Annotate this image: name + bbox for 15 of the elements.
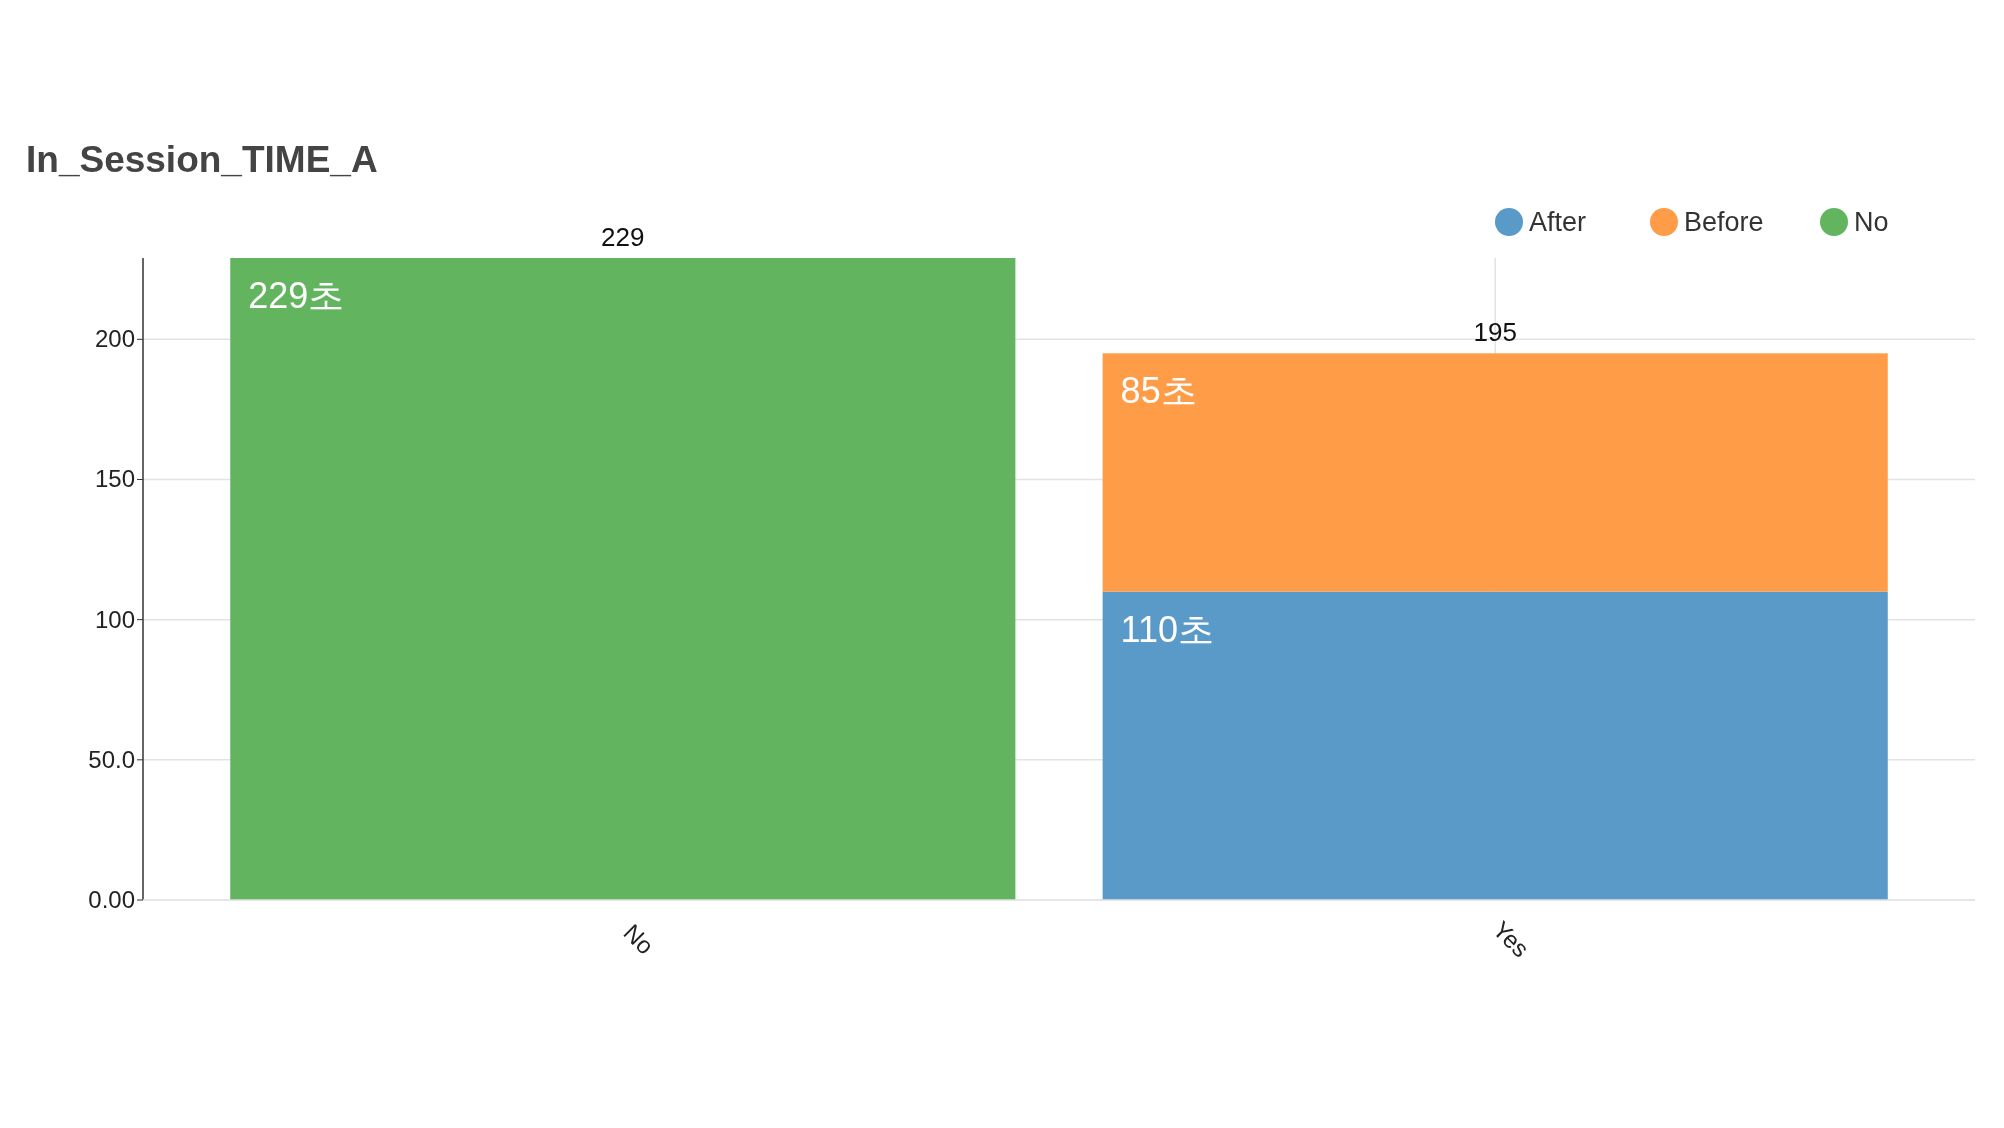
y-tick-label: 50.0 <box>88 745 135 773</box>
y-tick-label: 0.00 <box>88 886 135 913</box>
legend-label: No <box>1854 207 1889 237</box>
total-label: 195 <box>1473 317 1517 348</box>
data-label: 229초 <box>248 275 345 316</box>
data-label: 85초 <box>1120 370 1197 412</box>
y-tick-label: 150 <box>94 465 135 493</box>
chart-title: In_Session_TIME_A <box>26 139 378 180</box>
legend-label: After <box>1529 207 1587 237</box>
x-tick-label: Yes <box>1487 915 1535 963</box>
total-label: 229 <box>601 222 645 252</box>
data-label: 110초 <box>1120 608 1215 650</box>
y-tick-label: 200 <box>94 325 135 353</box>
legend-label: Before <box>1684 207 1764 237</box>
y-tick-label: 100 <box>94 605 135 633</box>
